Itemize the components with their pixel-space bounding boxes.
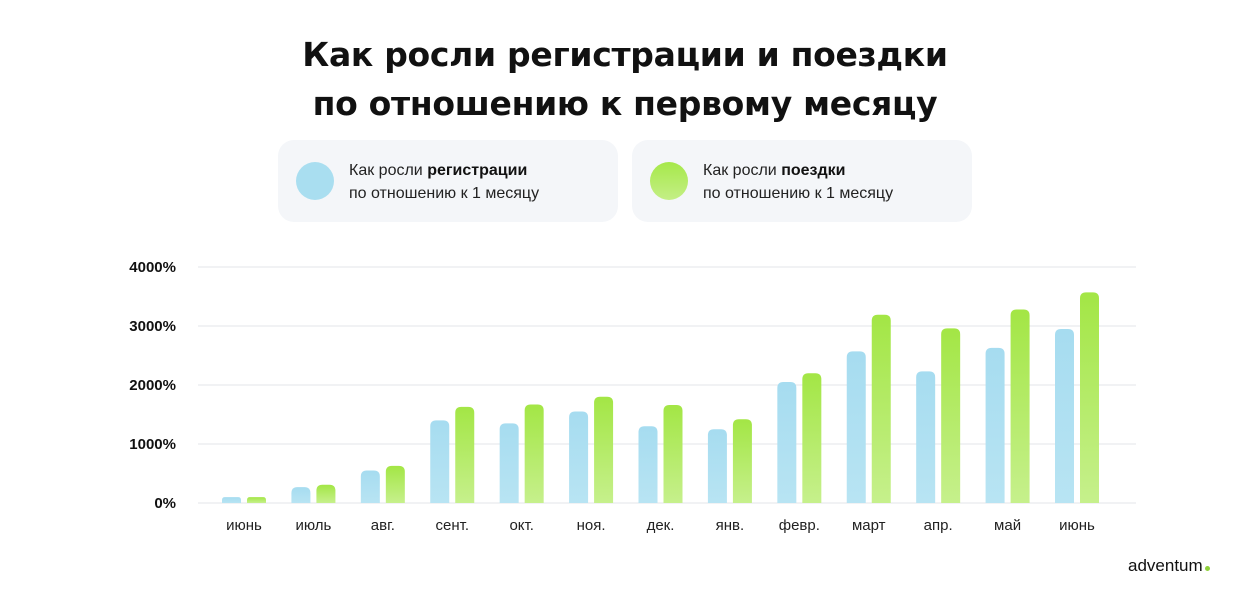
bar-registrations — [985, 347, 1005, 503]
bar-trips — [1080, 292, 1099, 503]
legend-registrations-swatch — [296, 162, 334, 200]
bar-trips — [941, 328, 961, 503]
bar-trips — [732, 419, 752, 503]
bar-registrations — [222, 497, 241, 503]
x-tick-label: март — [852, 517, 886, 534]
y-tick-label: 0% — [154, 495, 176, 512]
brand-dot — [1204, 566, 1210, 571]
bar-registrations — [499, 423, 519, 503]
bar-trips — [385, 465, 405, 503]
bar-registrations — [777, 382, 797, 503]
legend-registrations-text: Как росли регистрации по отношению к 1 м… — [349, 159, 539, 205]
bar-registrations — [430, 420, 450, 503]
bar-trips — [663, 405, 683, 503]
bar-trips — [1010, 309, 1030, 503]
bar-registrations — [291, 487, 311, 503]
bar-registrations — [846, 351, 866, 503]
bar-trips — [871, 314, 891, 503]
legend-registrations-prefix: Как росли — [349, 162, 428, 179]
y-tick-label: 2000% — [129, 377, 176, 394]
bar-registrations — [638, 426, 658, 503]
y-tick-label: 4000% — [129, 259, 176, 276]
y-tick-label: 1000% — [129, 436, 176, 453]
x-tick-label: ноя. — [577, 517, 606, 534]
x-tick-label: дек. — [647, 517, 675, 534]
bar-registrations — [1055, 328, 1074, 503]
bar-registrations — [916, 371, 936, 503]
bar-trips — [247, 497, 266, 503]
chart-title-line2: по отношению к первому месяцу — [312, 84, 938, 123]
bar-trips — [455, 406, 475, 503]
bar-registrations — [569, 411, 589, 503]
x-tick-label: май — [994, 517, 1021, 534]
legend-trips-bold: поездки — [781, 162, 846, 179]
legend-trips: Как росли поездки по отношению к 1 месяц… — [632, 140, 972, 222]
bar-trips — [524, 404, 544, 503]
brand-name: adventum — [1128, 556, 1203, 575]
bar-registrations — [360, 470, 380, 503]
legend-registrations: Как росли регистрации по отношению к 1 м… — [278, 140, 618, 222]
y-tick-label: 3000% — [129, 318, 176, 335]
chart-title-line1: Как росли регистрации и поездки — [302, 35, 948, 74]
x-tick-label: июль — [295, 517, 331, 534]
brand-logo: adventum — [1128, 556, 1210, 576]
legend-trips-line2: по отношению к 1 месяцу — [703, 185, 894, 202]
x-tick-label: сент. — [435, 517, 469, 534]
bar-trips — [594, 396, 614, 503]
x-tick-label: июнь — [226, 517, 262, 534]
bar-registrations — [707, 429, 727, 503]
x-tick-label: апр. — [924, 517, 953, 534]
bar-trips — [802, 373, 822, 503]
x-tick-label: окт. — [509, 517, 533, 534]
legend-registrations-line2: по отношению к 1 месяцу — [349, 185, 540, 202]
x-tick-label: июнь — [1059, 517, 1095, 534]
legend-trips-prefix: Как росли — [703, 162, 782, 179]
legend-trips-swatch — [650, 162, 688, 200]
x-tick-label: февр. — [779, 517, 820, 534]
chart-title: Как росли регистрации и поездки по отнош… — [0, 30, 1250, 128]
bar-trips — [316, 484, 336, 503]
legend-registrations-bold: регистрации — [427, 162, 528, 179]
legend-trips-text: Как росли поездки по отношению к 1 месяц… — [703, 159, 893, 205]
x-tick-label: авг. — [371, 517, 395, 534]
x-tick-label: янв. — [716, 517, 745, 534]
